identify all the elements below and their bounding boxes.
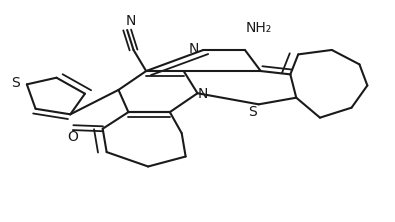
Text: N: N (198, 87, 208, 101)
Text: N: N (125, 14, 135, 28)
Text: N: N (188, 42, 199, 56)
Text: S: S (248, 105, 257, 119)
Text: S: S (11, 75, 19, 90)
Text: O: O (68, 129, 79, 144)
Text: NH₂: NH₂ (246, 21, 272, 35)
